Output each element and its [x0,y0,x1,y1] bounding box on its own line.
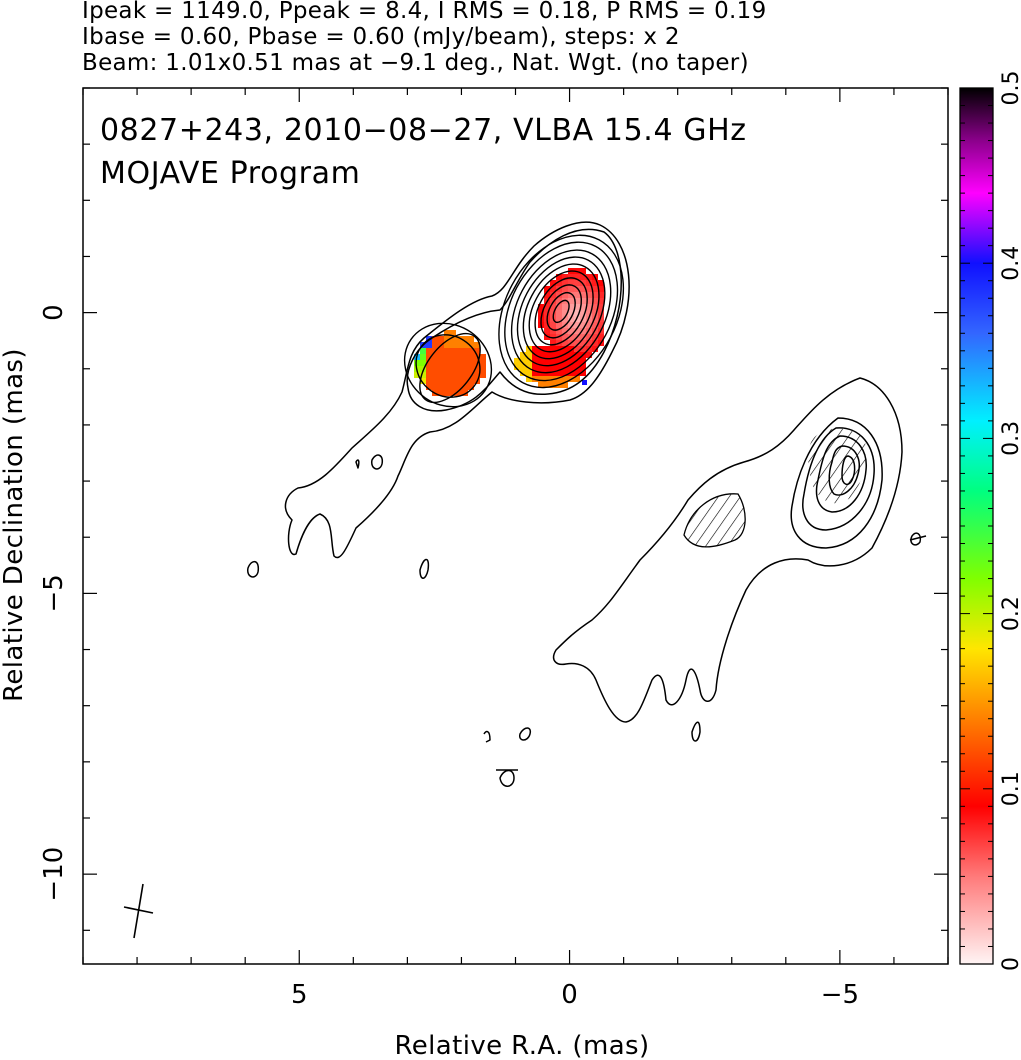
contour-level-2 [406,228,622,412]
contour-line [355,459,360,469]
contour-line [415,334,481,398]
contour-line [504,241,619,382]
axis-ticks [82,87,949,964]
colorbar: 0 0.1 0.2 0.3 0.4 0.5 [959,71,1021,971]
contour-line [802,427,875,531]
contour-line [516,256,606,367]
contour-map [247,221,927,787]
contour-line [910,532,922,546]
contour-line [790,417,883,549]
contour-line [371,454,384,470]
x-tick-label: 5 [291,980,308,1010]
contour-line [691,721,701,742]
contour-line [419,332,481,404]
chart-subtitle: MOJAVE Program [100,156,360,191]
plot-frame [82,87,949,965]
contour-line [510,249,612,374]
contour-line [498,234,625,389]
negative-contour-hatching [683,428,867,548]
contour-line [522,263,600,360]
y-tick-label: −10 [39,847,69,902]
y-axis-label: Relative Declination (mas) [0,348,29,702]
contour-line [528,270,594,353]
colorbar-tick-label: 0.4 [999,246,1021,281]
colorbar-tick-label: 0.3 [999,421,1021,456]
contour-line [419,558,430,579]
header-line-1: Ipeak = 1149.0, Ppeak = 8.4, I RMS = 0.1… [82,0,767,24]
contour-outer-envelope [284,221,630,559]
contour-line [483,730,491,743]
colorbar-gradient [959,87,994,965]
contour-line [247,560,260,578]
colorbar-tick-label: 0.2 [999,596,1021,631]
colorbar-tick-label: 0 [999,957,1021,971]
y-tick-labels: 0 −5 −10 [39,304,69,901]
contour-line [534,277,588,346]
header-line-2: Ibase = 0.60, Pbase = 0.60 (mJy/beam), s… [82,24,680,50]
chart-title: 0827+243, 2010−08−27, VLBA 15.4 GHz [100,113,747,148]
x-tick-label: 0 [561,980,578,1010]
contour-line [540,284,583,339]
contour-line [499,769,515,787]
contour-outer-jet [552,377,903,723]
contour-line [552,299,570,324]
header-line-3: Beam: 1.01x0.51 mas at −9.1 deg., Nat. W… [82,50,749,76]
colorbar-tick-label: 0.1 [999,771,1021,806]
x-tick-labels: 5 0 −5 [291,980,859,1010]
contour-line [909,535,927,541]
contour-line [546,291,576,331]
y-tick-label: 0 [39,304,69,321]
contour-line [403,322,493,408]
contour-line [519,727,532,741]
colorbar-tick-label: 0.5 [999,71,1021,106]
restoring-beam-marker [123,883,154,939]
x-tick-label: −5 [821,980,859,1010]
y-tick-label: −5 [39,574,69,612]
x-axis-label: Relative R.A. (mas) [394,1031,649,1060]
